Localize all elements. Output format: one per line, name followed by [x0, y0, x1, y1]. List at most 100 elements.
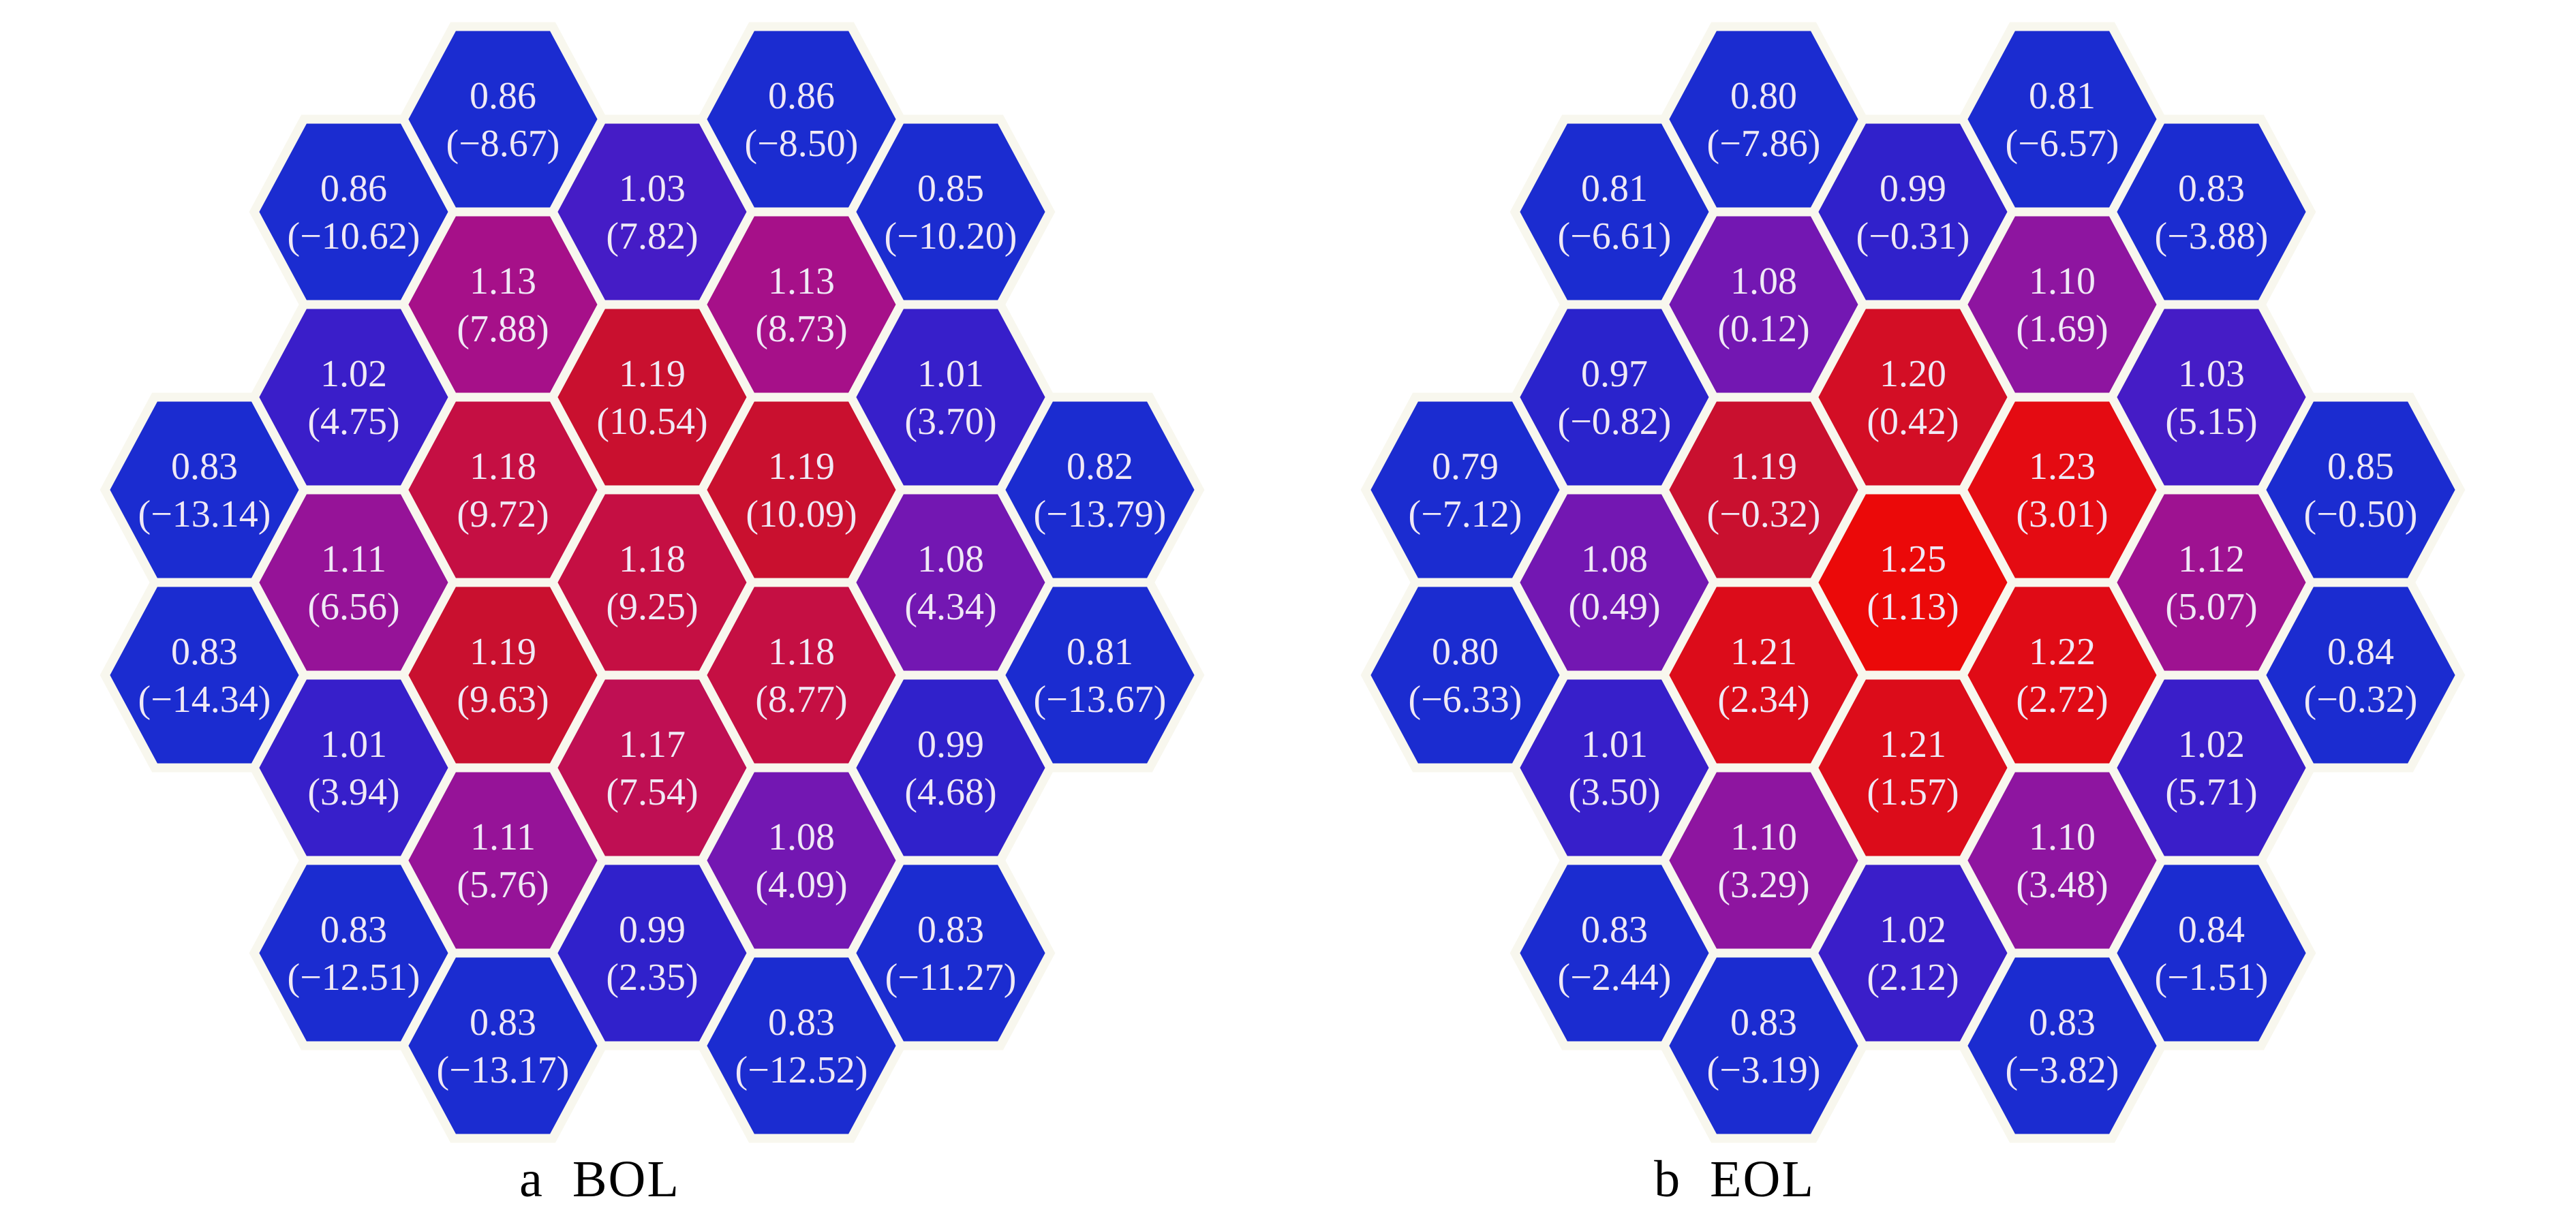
hex-deviation: (0.49): [1568, 586, 1660, 628]
hex-value: 0.81: [1581, 168, 1648, 210]
hex-deviation: (9.72): [457, 493, 549, 535]
hex-value: 1.02: [320, 353, 387, 395]
hex-value: 1.10: [2029, 260, 2096, 302]
hex-value: 0.85: [917, 168, 984, 210]
hex-value: 0.83: [320, 909, 387, 951]
hex-value: 1.18: [619, 538, 686, 580]
hex-deviation: (3.48): [2016, 864, 2108, 906]
hex-deviation: (8.73): [755, 308, 847, 350]
hex-value: 1.03: [619, 168, 686, 210]
hex-map-panel-a: 0.83 (−13.14) 0.83 (−14.34) 0.86 (−10.62) 1.02…: [99, 22, 1205, 1143]
hex-value: 1.01: [1581, 723, 1648, 766]
hex-value: 1.18: [768, 631, 835, 673]
hex-value: 1.08: [1730, 260, 1797, 302]
hex-deviation: (3.01): [2016, 493, 2108, 535]
hex-deviation: (1.13): [1867, 586, 1959, 628]
hex-deviation: (−10.20): [885, 215, 1017, 258]
hex-deviation: (−12.51): [288, 956, 420, 999]
hex-value: 1.10: [2029, 816, 2096, 858]
hex-deviation: (3.50): [1568, 771, 1660, 813]
hex-value: 1.19: [619, 353, 686, 395]
hex-deviation: (−0.50): [2304, 493, 2418, 535]
hex-deviation: (2.72): [2016, 679, 2108, 721]
hex-deviation: (5.07): [2165, 586, 2257, 628]
hex-value: 0.83: [768, 1001, 835, 1044]
hex-cell: [2106, 856, 2316, 1050]
hex-value: 0.80: [1730, 75, 1797, 117]
panel-a-caption: a BOL: [519, 1151, 680, 1208]
hex-value: 0.99: [619, 909, 686, 951]
hex-value: 0.86: [470, 75, 536, 117]
hex-value: 1.11: [321, 538, 386, 580]
hex-value: 1.10: [1730, 816, 1797, 858]
hex-value: 0.84: [2327, 631, 2394, 673]
hex-deviation: (−13.79): [1034, 493, 1167, 535]
hex-deviation: (−0.32): [1707, 493, 1821, 535]
hex-value: 0.97: [1581, 353, 1648, 395]
hex-deviation: (−10.62): [288, 215, 420, 258]
hex-deviation: (3.94): [307, 771, 399, 813]
hex-value: 0.99: [1880, 168, 1946, 210]
hex-deviation: (−7.86): [1707, 123, 1821, 165]
hex-deviation: (−0.82): [1558, 401, 1672, 443]
hex-value: 0.99: [917, 723, 984, 766]
hex-deviation: (−13.17): [437, 1049, 570, 1091]
hex-deviation: (7.88): [457, 308, 549, 350]
hex-deviation: (5.71): [2165, 771, 2257, 813]
hex-deviation: (1.69): [2016, 308, 2108, 350]
hex-value: 0.79: [1432, 446, 1499, 488]
hex-deviation: (−0.31): [1856, 215, 1970, 258]
hex-deviation: (4.09): [755, 864, 847, 906]
hex-value: 1.13: [470, 260, 536, 302]
hex-value: 1.02: [2178, 723, 2245, 766]
hex-value: 1.17: [619, 723, 686, 766]
hex-deviation: (9.63): [457, 679, 549, 721]
hex-value: 1.19: [470, 631, 536, 673]
hex-value: 1.03: [2178, 353, 2245, 395]
hex-deviation: (0.42): [1867, 401, 1959, 443]
hex-deviation: (−8.67): [446, 123, 560, 165]
hex-value: 1.19: [768, 446, 835, 488]
hex-deviation: (5.76): [457, 864, 549, 906]
hex-value: 1.02: [1880, 909, 1946, 951]
hex-deviation: (−13.14): [138, 493, 271, 535]
hex-deviation: (−7.12): [1409, 493, 1522, 535]
hex-value: 1.23: [2029, 446, 2096, 488]
hex-deviation: (4.68): [904, 771, 996, 813]
hex-deviation: (4.34): [904, 586, 996, 628]
hex-deviation: (−13.67): [1034, 679, 1167, 721]
hex-value: 1.08: [1581, 538, 1648, 580]
hex-value: 1.25: [1880, 538, 1946, 580]
hex-value: 1.21: [1730, 631, 1797, 673]
hex-value: 1.12: [2178, 538, 2245, 580]
hex-deviation: (5.15): [2165, 401, 2257, 443]
hex-deviation: (−11.27): [885, 956, 1017, 999]
hex-cell: [2256, 578, 2466, 773]
hex-deviation: (−0.32): [2304, 679, 2418, 721]
hex-value: 1.08: [768, 816, 835, 858]
hex-deviation: (2.34): [1717, 679, 1809, 721]
hex-value: 0.83: [1730, 1001, 1797, 1044]
hex-value: 0.86: [320, 168, 387, 210]
hex-cell: [995, 392, 1205, 587]
hex-deviation: (−3.19): [1707, 1049, 1821, 1091]
hex-value: 0.84: [2178, 909, 2245, 951]
hex-map-panel-b: 0.79 (−7.12) 0.80 (−6.33) 0.81 (−6.61) 0.97 (−0…: [1360, 22, 2466, 1143]
hex-value: 0.83: [171, 446, 238, 488]
hex-value: 0.82: [1067, 446, 1133, 488]
hex-deviation: (−1.51): [2155, 956, 2269, 999]
hex-deviation: (3.70): [904, 401, 996, 443]
hex-value: 0.83: [1581, 909, 1648, 951]
hex-value: 1.18: [470, 446, 536, 488]
hex-deviation: (6.56): [307, 586, 399, 628]
hex-cell: [2106, 114, 2316, 309]
panel-b-caption: b EOL: [1654, 1151, 1815, 1208]
hex-deviation: (4.75): [307, 401, 399, 443]
hex-deviation: (−12.52): [735, 1049, 868, 1091]
hex-deviation: (10.54): [596, 401, 707, 443]
hex-value: 0.83: [2029, 1001, 2096, 1044]
hex-deviation: (9.25): [606, 586, 698, 628]
hex-value: 1.13: [768, 260, 835, 302]
hex-deviation: (0.12): [1717, 308, 1809, 350]
